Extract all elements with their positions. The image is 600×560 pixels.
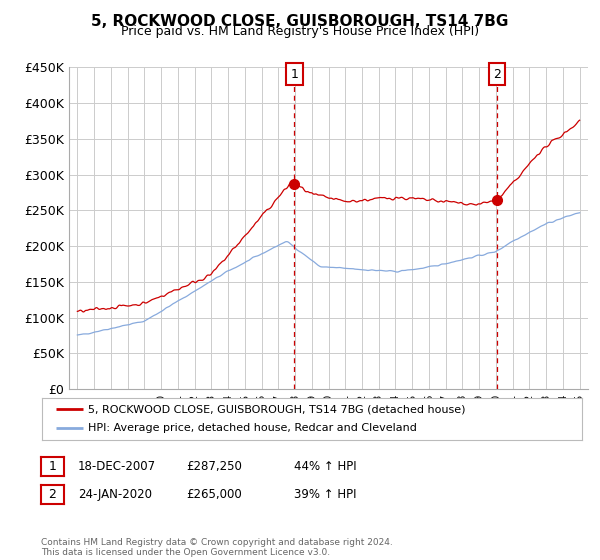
Text: 5, ROCKWOOD CLOSE, GUISBOROUGH, TS14 7BG: 5, ROCKWOOD CLOSE, GUISBOROUGH, TS14 7BG (91, 14, 509, 29)
Text: £265,000: £265,000 (186, 488, 242, 501)
Text: 24-JAN-2020: 24-JAN-2020 (78, 488, 152, 501)
Text: HPI: Average price, detached house, Redcar and Cleveland: HPI: Average price, detached house, Redc… (88, 423, 417, 433)
Text: 5, ROCKWOOD CLOSE, GUISBOROUGH, TS14 7BG (detached house): 5, ROCKWOOD CLOSE, GUISBOROUGH, TS14 7BG… (88, 404, 466, 414)
Text: 2: 2 (493, 68, 501, 81)
Text: Contains HM Land Registry data © Crown copyright and database right 2024.
This d: Contains HM Land Registry data © Crown c… (41, 538, 392, 557)
Text: 39% ↑ HPI: 39% ↑ HPI (294, 488, 356, 501)
Text: 1: 1 (48, 460, 56, 473)
Text: Price paid vs. HM Land Registry's House Price Index (HPI): Price paid vs. HM Land Registry's House … (121, 25, 479, 38)
Text: 2: 2 (48, 488, 56, 501)
Text: 1: 1 (290, 68, 298, 81)
Text: 18-DEC-2007: 18-DEC-2007 (78, 460, 156, 473)
Text: 44% ↑ HPI: 44% ↑ HPI (294, 460, 356, 473)
Text: £287,250: £287,250 (186, 460, 242, 473)
